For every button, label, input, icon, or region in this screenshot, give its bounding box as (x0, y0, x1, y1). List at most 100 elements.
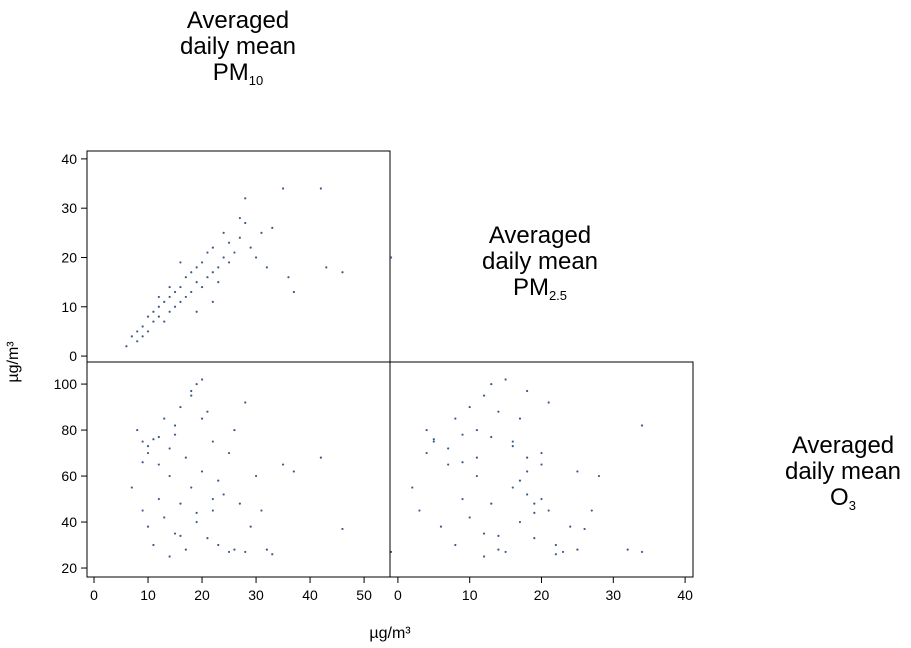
point (141, 440, 144, 443)
point (425, 451, 428, 455)
point (195, 511, 198, 514)
point (206, 537, 209, 540)
point (533, 502, 536, 505)
point (211, 271, 214, 274)
point (206, 251, 209, 254)
point (554, 543, 557, 547)
point (136, 330, 139, 333)
variable-label-line: daily mean (180, 33, 296, 60)
x-tick-label: 50 (356, 587, 372, 603)
variable-label: O3 (830, 484, 856, 513)
variable-symbol: O (830, 484, 849, 511)
point (168, 310, 171, 313)
point (152, 310, 155, 313)
point (190, 389, 193, 393)
point (200, 417, 204, 420)
variable-subscript: 2.5 (549, 288, 567, 303)
variable-label: PM2.5 (513, 274, 567, 303)
point (547, 509, 550, 512)
y-tick-label: 40 (61, 514, 77, 530)
point (640, 550, 644, 554)
point (233, 428, 236, 432)
point (173, 290, 177, 294)
point (184, 548, 187, 551)
point (125, 345, 128, 348)
point (130, 335, 133, 338)
point (511, 486, 514, 489)
point (227, 451, 231, 455)
point (200, 261, 204, 264)
point (152, 543, 155, 547)
point (490, 502, 493, 505)
point (163, 300, 166, 303)
point (504, 378, 507, 381)
x-tick-label: 30 (606, 587, 622, 603)
y-tick-label: 40 (61, 151, 77, 167)
point (482, 555, 486, 558)
x-tick-label: 10 (462, 587, 478, 603)
point (533, 537, 536, 540)
point (136, 428, 139, 432)
x-tick-label: 20 (534, 587, 550, 603)
point (244, 197, 247, 200)
point (173, 532, 177, 535)
point (190, 290, 193, 294)
point (482, 532, 486, 535)
point (157, 315, 160, 318)
point (222, 231, 225, 234)
point (211, 300, 214, 303)
point (497, 410, 500, 413)
point (425, 428, 428, 432)
point (389, 256, 393, 259)
point (190, 486, 193, 489)
variable-symbol: PM (513, 274, 549, 301)
point (227, 261, 231, 264)
variable-symbol: PM (213, 59, 249, 86)
point (439, 525, 443, 528)
point (554, 553, 557, 556)
point (168, 474, 171, 478)
point (432, 440, 435, 443)
point (173, 424, 177, 427)
point (190, 271, 193, 274)
point (222, 256, 225, 259)
panel-frame (86, 361, 391, 578)
point (475, 456, 478, 459)
point (518, 417, 522, 420)
point (461, 433, 464, 436)
point (292, 290, 295, 294)
point (271, 553, 274, 556)
variable-subscript: 10 (249, 73, 263, 88)
point (184, 276, 187, 279)
point (168, 555, 171, 558)
point (265, 266, 268, 269)
point (482, 394, 486, 397)
point (249, 525, 252, 528)
point (244, 550, 247, 554)
point (533, 511, 536, 514)
point (152, 320, 155, 323)
point (540, 463, 543, 466)
point (222, 493, 225, 496)
point (157, 497, 160, 501)
point (227, 550, 231, 554)
panel-frame (86, 150, 391, 363)
point (497, 548, 500, 551)
point (447, 463, 450, 466)
point (244, 401, 247, 404)
point (217, 266, 220, 269)
x-tick-label: 40 (302, 587, 318, 603)
point (173, 305, 177, 308)
point (168, 285, 171, 289)
point (518, 520, 522, 524)
point (260, 231, 263, 234)
point (468, 405, 471, 409)
point (497, 534, 500, 537)
point (184, 456, 187, 459)
point (195, 520, 198, 524)
point (152, 438, 155, 441)
point (540, 451, 543, 455)
y-tick-label: 20 (61, 249, 77, 265)
point (341, 527, 344, 531)
